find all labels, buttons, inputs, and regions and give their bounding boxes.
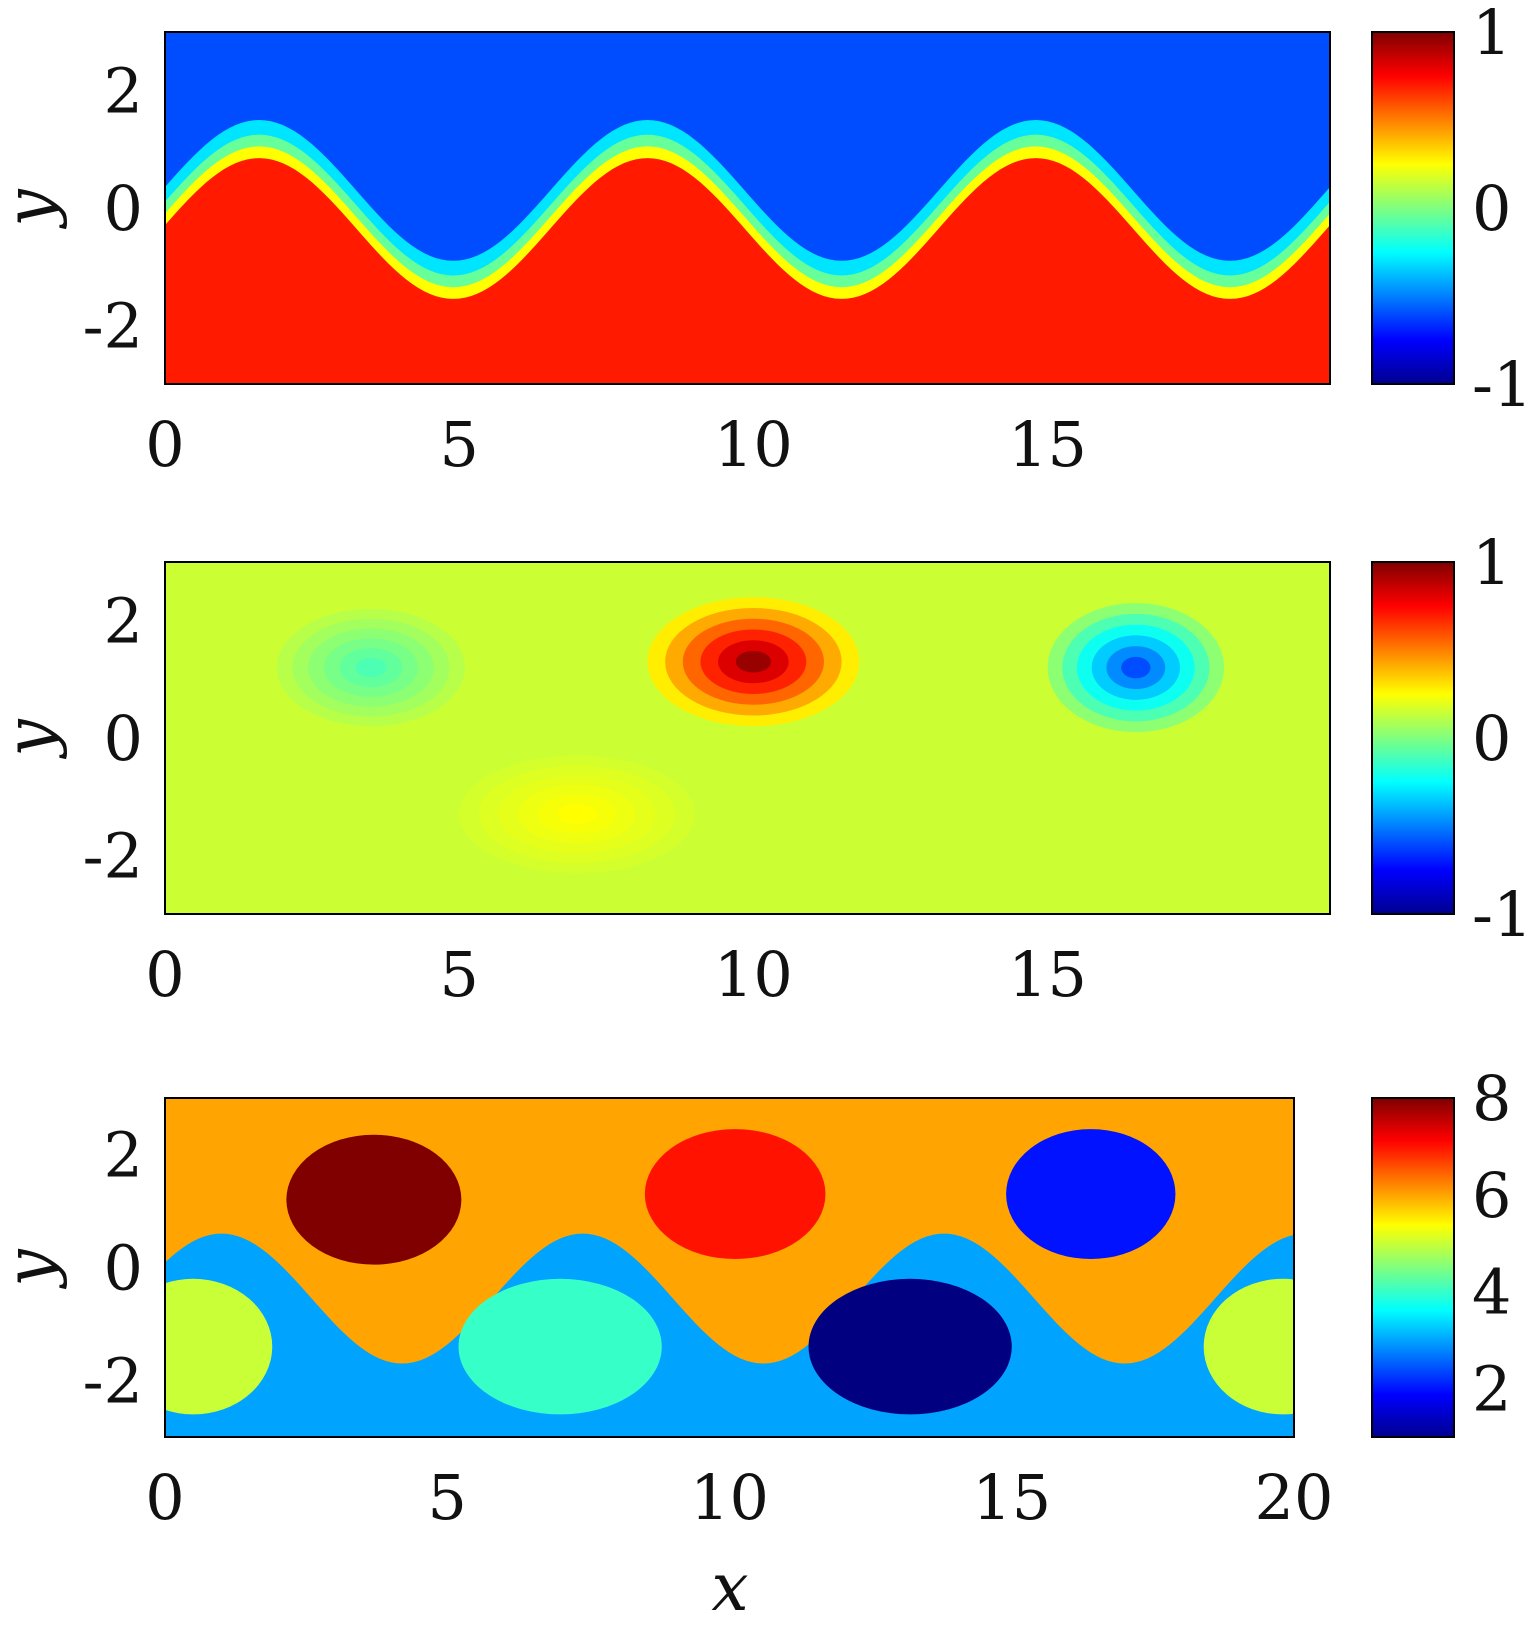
panel-3-x-tick-label: 20 bbox=[1255, 1461, 1334, 1534]
panel-3-axes-box bbox=[164, 1097, 1295, 1438]
panel-3-y-axis-label: y bbox=[0, 1249, 68, 1290]
panel-2-axes-box bbox=[164, 561, 1331, 915]
panel-1-x-tick-label: 15 bbox=[1008, 408, 1087, 481]
panel-1-y-tick-label: -2 bbox=[83, 289, 143, 362]
panel-3-cluster-2 bbox=[1006, 1129, 1176, 1260]
panel-3-colorbar-tick-label: 4 bbox=[1472, 1256, 1511, 1329]
panel-3-cluster-0 bbox=[286, 1134, 462, 1265]
panel-3-y-ticks: 2 0 -2 bbox=[83, 1119, 143, 1418]
panel-3-cluster-5 bbox=[165, 1278, 273, 1415]
panel-2-colorbar-tick-label: 1 bbox=[1472, 526, 1511, 599]
panel-2-x-ticks: 0 5 10 15 bbox=[145, 938, 1087, 1011]
panel-3-colorbar-tick-label: 6 bbox=[1472, 1159, 1511, 1232]
panel-1-x-ticks: 0 5 10 15 bbox=[145, 408, 1087, 481]
panel-2-y-tick-label: 0 bbox=[104, 702, 143, 775]
panel-3-y-tick-label: -2 bbox=[83, 1345, 143, 1418]
panel-1-x-tick-label: 10 bbox=[714, 408, 793, 481]
panel-3-cluster-6 bbox=[1203, 1278, 1294, 1415]
panel-3-cluster-4 bbox=[808, 1278, 1012, 1415]
panel-2-blob-0-layer bbox=[735, 650, 772, 673]
panel-3-y-tick-label: 2 bbox=[104, 1119, 143, 1192]
panel-1-colorbar-tick-label: 0 bbox=[1472, 172, 1511, 245]
panel-1-y-ticks: 2 0 -2 bbox=[83, 55, 143, 363]
panel-3-x-axis-label: x bbox=[711, 1549, 748, 1625]
panel-3-colorbar-tick-label: 2 bbox=[1472, 1353, 1511, 1426]
panel-3-colorbar-tick-label: 8 bbox=[1472, 1062, 1511, 1135]
panel-3-heatmap bbox=[165, 1098, 1294, 1437]
panel-2-blob-2-layer bbox=[355, 657, 387, 678]
panel-1-y-tick-label: 0 bbox=[104, 172, 143, 245]
panel-2-x-tick-label: 5 bbox=[439, 938, 478, 1011]
panel-2-y-tick-label: 2 bbox=[104, 585, 143, 658]
panel-2-blob-3-layer bbox=[557, 804, 597, 825]
panel-3-y-tick-label: 0 bbox=[104, 1232, 143, 1305]
panel-2-y-tick-label: -2 bbox=[83, 819, 143, 892]
panel-1-x-tick-label: 0 bbox=[145, 408, 184, 481]
panel-2-colorbar-tick-label: -1 bbox=[1472, 878, 1528, 951]
panel-1-colorbar-tick-label: -1 bbox=[1472, 348, 1528, 421]
panel-2-heatmap bbox=[165, 562, 1330, 914]
panel-2-x-tick-label: 0 bbox=[145, 938, 184, 1011]
panel-2-colorbar-ticks: 1 0 -1 bbox=[1472, 526, 1528, 951]
panel-1-upper-band bbox=[165, 32, 1330, 261]
panel-3-cluster-1 bbox=[644, 1129, 826, 1260]
panel-2-x-tick-label: 10 bbox=[714, 938, 793, 1011]
panel-1-heatmap bbox=[165, 32, 1330, 384]
panel-1-colorbar-ticks: 1 0 -1 bbox=[1472, 0, 1528, 421]
panel-2-colorbar-tick-label: 0 bbox=[1472, 702, 1511, 775]
panel-1-colorbar-tick-label: 1 bbox=[1472, 0, 1511, 69]
panel-1-y-tick-label: 2 bbox=[104, 55, 143, 128]
panel-1-x-tick-label: 5 bbox=[439, 408, 478, 481]
panel-3-x-tick-label: 15 bbox=[972, 1461, 1051, 1534]
panel-1-axes-box bbox=[164, 31, 1331, 385]
panel-3-cluster-3 bbox=[458, 1278, 662, 1415]
panel-3-x-tick-label: 10 bbox=[690, 1461, 769, 1534]
panel-3-x-tick-label: 5 bbox=[428, 1461, 467, 1534]
panel-2-blob-1-layer bbox=[1121, 656, 1151, 679]
panel-3-colorbar-ticks: 8 6 4 2 bbox=[1472, 1062, 1511, 1426]
panel-2-x-tick-label: 15 bbox=[1008, 938, 1087, 1011]
panel-2-colorbar bbox=[1371, 561, 1455, 915]
panel-3-x-tick-label: 0 bbox=[145, 1461, 184, 1534]
panel-2-y-axis-label: y bbox=[0, 719, 68, 760]
panel-3-colorbar bbox=[1371, 1097, 1455, 1438]
panel-2-y-ticks: 2 0 -2 bbox=[83, 585, 143, 893]
panel-1-colorbar bbox=[1371, 31, 1455, 385]
panel-1-y-axis-label: y bbox=[0, 189, 68, 230]
panel-3-x-ticks: 0 5 10 15 20 bbox=[145, 1461, 1333, 1534]
